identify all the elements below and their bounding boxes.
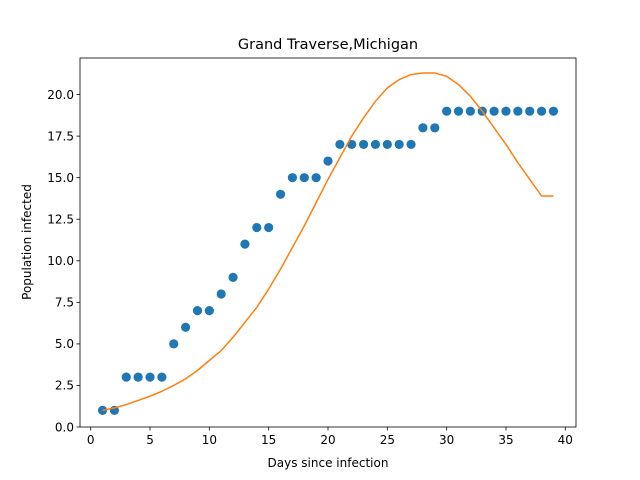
data-point <box>157 372 167 382</box>
plot-background <box>80 58 576 427</box>
data-point <box>453 106 464 116</box>
y-tick-label: 5.0 <box>55 337 74 351</box>
y-axis-label: Population infected <box>20 184 34 300</box>
y-tick-label: 10.0 <box>47 254 74 268</box>
data-point <box>370 139 381 150</box>
plot-area <box>80 58 576 427</box>
y-tick-label: 15.0 <box>47 171 74 185</box>
data-point <box>335 139 345 150</box>
data-point <box>181 322 191 332</box>
data-point <box>536 106 547 116</box>
series-layer <box>97 72 559 415</box>
data-point <box>169 339 179 349</box>
chart-title: Grand Traverse,Michigan <box>238 37 418 53</box>
data-point <box>548 106 559 116</box>
y-tick-label: 20.0 <box>47 88 74 102</box>
data-point <box>252 222 262 233</box>
data-point <box>501 106 511 116</box>
data-point <box>347 139 357 150</box>
x-axis-label: Days since infection <box>268 456 389 470</box>
x-tick-label: 25 <box>380 433 395 447</box>
y-tick-label: 12.5 <box>47 213 74 227</box>
data-point <box>359 139 369 150</box>
data-point <box>275 189 286 199</box>
data-point <box>394 139 404 150</box>
data-point <box>287 173 297 183</box>
data-point <box>323 156 333 166</box>
x-tick-label: 35 <box>498 433 513 447</box>
data-point <box>311 173 321 183</box>
x-tick-label: 5 <box>146 433 154 447</box>
data-point <box>192 306 203 316</box>
data-point <box>145 372 155 382</box>
data-point <box>204 306 214 316</box>
data-point <box>121 372 131 382</box>
data-point <box>133 372 143 382</box>
data-point <box>442 106 452 116</box>
x-tick-label: 10 <box>202 433 217 447</box>
data-point <box>264 222 274 233</box>
y-tick-label: 0.0 <box>55 420 74 434</box>
data-point <box>299 173 309 183</box>
x-tick-label: 15 <box>261 433 276 447</box>
data-point <box>489 106 499 116</box>
data-point <box>240 239 250 249</box>
x-tick-label: 30 <box>439 433 454 447</box>
data-point <box>513 106 523 116</box>
data-point <box>465 106 475 116</box>
x-tick-label: 40 <box>558 433 573 447</box>
axes: 0 5 10 15 20 25 30 35 40 0.0 2.5 5.0 7.5 10.0 12.5 15.0… <box>47 57 577 447</box>
x-tick-label: 20 <box>320 433 335 447</box>
data-point <box>382 139 392 150</box>
x-tick-label: 0 <box>87 433 95 447</box>
data-point <box>525 106 535 116</box>
fitted-curve-line <box>102 72 554 412</box>
data-point <box>430 123 440 133</box>
data-point <box>216 289 226 299</box>
data-point <box>228 272 238 283</box>
y-tick-label: 7.5 <box>55 296 74 310</box>
data-point <box>418 123 428 133</box>
data-point <box>406 139 416 150</box>
y-tick-label: 2.5 <box>55 379 74 393</box>
y-tick-label: 17.5 <box>47 129 74 143</box>
